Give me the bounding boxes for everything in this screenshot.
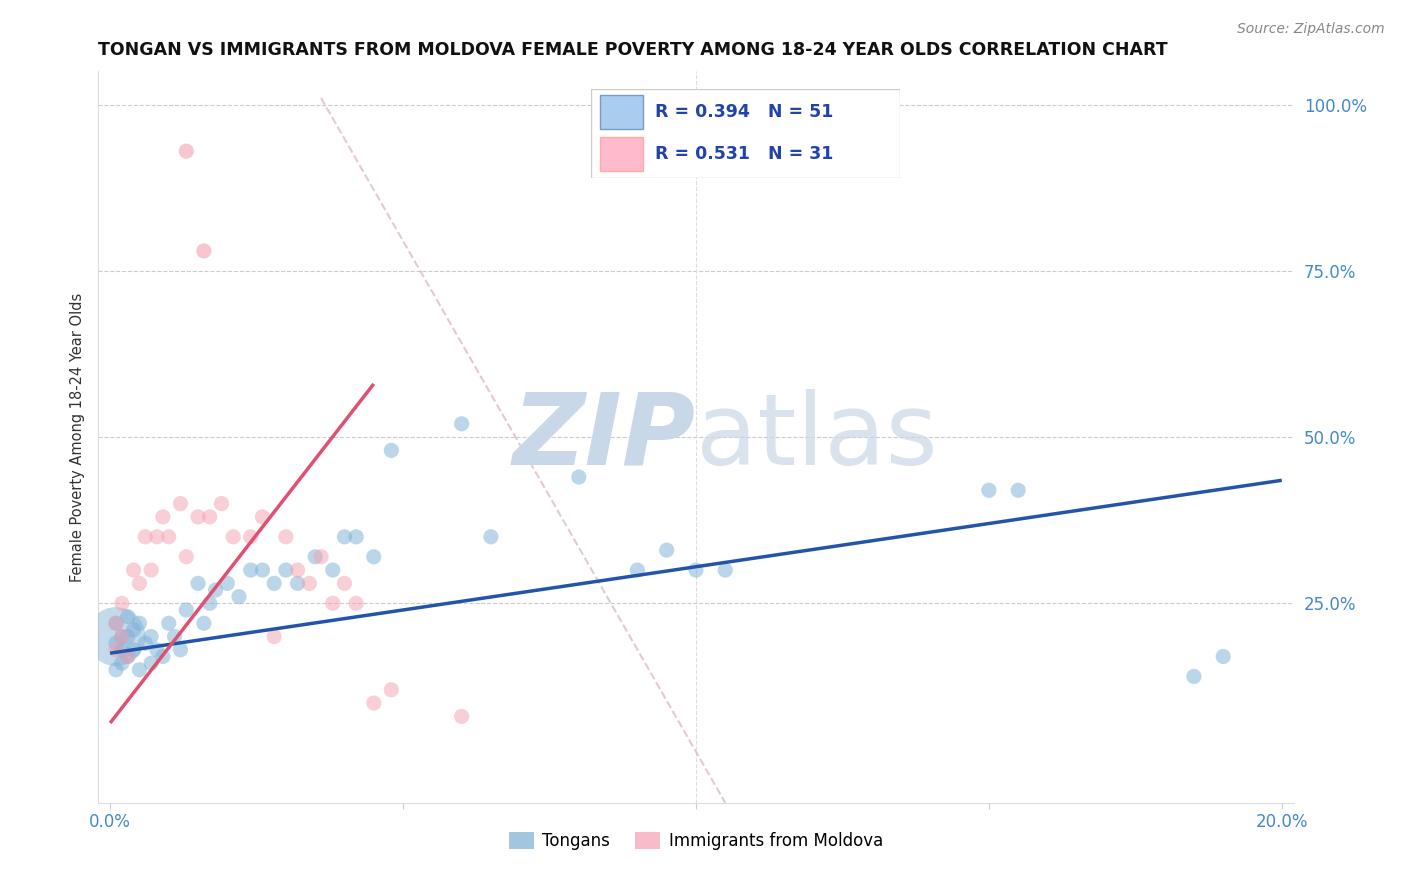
Point bbox=[152, 509, 174, 524]
Point bbox=[1007, 483, 1029, 498]
Text: R = 0.531   N = 31: R = 0.531 N = 31 bbox=[655, 145, 834, 163]
Point bbox=[333, 530, 356, 544]
Point bbox=[152, 649, 174, 664]
Bar bbox=[600, 95, 643, 129]
Point bbox=[363, 696, 385, 710]
Point bbox=[111, 630, 134, 644]
Point bbox=[450, 709, 472, 723]
Point bbox=[222, 530, 245, 544]
Point bbox=[450, 417, 472, 431]
Point bbox=[655, 543, 678, 558]
Point bbox=[105, 636, 128, 650]
Point bbox=[105, 616, 128, 631]
Point bbox=[263, 576, 285, 591]
Point bbox=[146, 643, 169, 657]
Point bbox=[174, 549, 197, 564]
FancyBboxPatch shape bbox=[591, 89, 900, 178]
Point bbox=[228, 590, 250, 604]
Point bbox=[146, 530, 169, 544]
Point bbox=[274, 563, 297, 577]
Text: atlas: atlas bbox=[696, 389, 938, 485]
Point bbox=[117, 609, 139, 624]
Point bbox=[105, 643, 128, 657]
Point bbox=[322, 596, 344, 610]
Point bbox=[685, 563, 707, 577]
Point bbox=[134, 530, 156, 544]
Point bbox=[198, 596, 221, 610]
Point bbox=[111, 643, 134, 657]
Point bbox=[117, 649, 139, 664]
Point bbox=[174, 603, 197, 617]
Point bbox=[287, 563, 309, 577]
Point bbox=[211, 497, 233, 511]
Point bbox=[163, 630, 186, 644]
Legend: Tongans, Immigrants from Moldova: Tongans, Immigrants from Moldova bbox=[502, 825, 890, 856]
Point bbox=[479, 530, 502, 544]
Point bbox=[204, 582, 226, 597]
Point bbox=[169, 643, 191, 657]
Point bbox=[298, 576, 321, 591]
Point bbox=[122, 623, 145, 637]
Point bbox=[141, 563, 163, 577]
Point bbox=[111, 656, 134, 670]
Point bbox=[304, 549, 326, 564]
Text: Source: ZipAtlas.com: Source: ZipAtlas.com bbox=[1237, 22, 1385, 37]
Point bbox=[105, 663, 128, 677]
Point bbox=[239, 563, 262, 577]
Point bbox=[122, 643, 145, 657]
Text: TONGAN VS IMMIGRANTS FROM MOLDOVA FEMALE POVERTY AMONG 18-24 YEAR OLDS CORRELATI: TONGAN VS IMMIGRANTS FROM MOLDOVA FEMALE… bbox=[98, 41, 1168, 59]
Point bbox=[141, 656, 163, 670]
Point bbox=[141, 630, 163, 644]
Point bbox=[105, 616, 128, 631]
Y-axis label: Female Poverty Among 18-24 Year Olds: Female Poverty Among 18-24 Year Olds bbox=[69, 293, 84, 582]
Point bbox=[117, 630, 139, 644]
Point bbox=[714, 563, 737, 577]
Point bbox=[287, 576, 309, 591]
Point bbox=[252, 563, 274, 577]
Point bbox=[380, 682, 402, 697]
Point bbox=[128, 576, 150, 591]
Bar bbox=[600, 137, 643, 171]
Point bbox=[344, 530, 367, 544]
Point bbox=[333, 576, 356, 591]
Point bbox=[363, 549, 385, 564]
Text: R = 0.394   N = 51: R = 0.394 N = 51 bbox=[655, 103, 834, 121]
Point bbox=[128, 616, 150, 631]
Point bbox=[122, 563, 145, 577]
Point bbox=[128, 663, 150, 677]
Point bbox=[1212, 649, 1234, 664]
Point bbox=[322, 563, 344, 577]
Point bbox=[134, 636, 156, 650]
Point bbox=[157, 616, 180, 631]
Point bbox=[117, 649, 139, 664]
Point bbox=[187, 576, 209, 591]
Point bbox=[217, 576, 239, 591]
Point bbox=[111, 596, 134, 610]
Point bbox=[274, 530, 297, 544]
Point bbox=[1182, 669, 1205, 683]
Point bbox=[198, 509, 221, 524]
Point bbox=[239, 530, 262, 544]
Point bbox=[174, 144, 197, 158]
Point bbox=[187, 509, 209, 524]
Point bbox=[344, 596, 367, 610]
Text: ZIP: ZIP bbox=[513, 389, 696, 485]
Point bbox=[626, 563, 648, 577]
Point bbox=[111, 630, 134, 644]
Point bbox=[977, 483, 1000, 498]
Point bbox=[263, 630, 285, 644]
Point bbox=[309, 549, 332, 564]
Point bbox=[169, 497, 191, 511]
Point bbox=[568, 470, 591, 484]
Point bbox=[252, 509, 274, 524]
Point bbox=[157, 530, 180, 544]
Point bbox=[193, 244, 215, 258]
Point bbox=[193, 616, 215, 631]
Point bbox=[380, 443, 402, 458]
Point bbox=[105, 630, 128, 644]
